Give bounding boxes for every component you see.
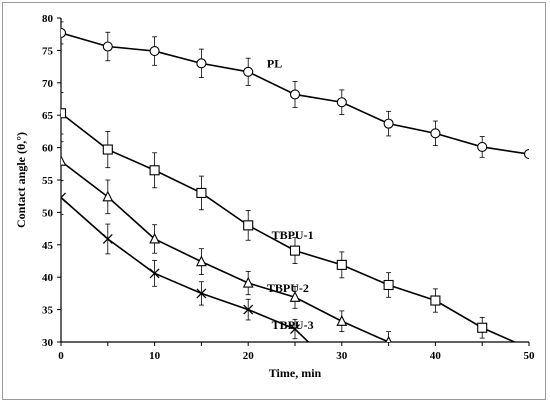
data-point bbox=[289, 245, 301, 256]
data-point-stroke bbox=[149, 268, 160, 279]
data-point-stroke bbox=[196, 288, 207, 299]
series-tbpu-2 bbox=[61, 141, 392, 342]
tick-labels: 30 35 40 45 50 55 60 65 70 75 80 0 10 20 30 40 50 bbox=[42, 13, 535, 362]
chart-frame bbox=[2, 2, 546, 400]
data-point bbox=[477, 141, 488, 153]
data-point bbox=[289, 89, 301, 100]
y-tick-label: 40 bbox=[42, 272, 54, 284]
y-tick-label: 60 bbox=[42, 143, 54, 155]
x-tick-label: 40 bbox=[430, 350, 442, 362]
data-point bbox=[290, 324, 300, 334]
y-tick-label: 75 bbox=[42, 45, 54, 57]
data-point bbox=[196, 58, 207, 69]
y-tick-label: 65 bbox=[42, 110, 54, 122]
data-point bbox=[243, 304, 254, 315]
data-point bbox=[430, 295, 441, 306]
data-point bbox=[242, 276, 254, 288]
series-line bbox=[61, 160, 391, 342]
data-point bbox=[383, 118, 394, 129]
data-point bbox=[523, 149, 529, 160]
plot-area bbox=[61, 21, 529, 379]
data-point bbox=[289, 291, 301, 302]
data-point bbox=[336, 315, 348, 326]
data-point-stroke bbox=[61, 196, 66, 203]
data-point-stroke bbox=[102, 234, 113, 244]
data-point-stroke bbox=[290, 324, 300, 334]
data-point bbox=[102, 234, 113, 244]
data-point bbox=[102, 144, 113, 155]
data-point bbox=[430, 128, 441, 139]
data-point-stroke bbox=[337, 370, 346, 379]
data-point bbox=[385, 335, 392, 342]
x-tick-label: 0 bbox=[58, 350, 64, 362]
series-label-tbpu-2: TBPU-2 bbox=[267, 281, 309, 295]
x-tick-label: 10 bbox=[149, 350, 161, 362]
data-point bbox=[383, 279, 394, 291]
data-point bbox=[243, 66, 254, 77]
y-axis-title: Contact angle (θ,°) bbox=[14, 132, 28, 228]
data-point bbox=[196, 187, 207, 199]
data-point bbox=[336, 259, 347, 270]
data-point bbox=[477, 322, 488, 333]
data-point bbox=[149, 232, 160, 244]
data-point-stroke bbox=[61, 192, 66, 199]
y-tick-label: 50 bbox=[42, 207, 54, 219]
data-point bbox=[102, 41, 113, 52]
data-point bbox=[337, 370, 346, 379]
data-point bbox=[61, 27, 67, 38]
data-point-stroke bbox=[337, 370, 346, 379]
series-label-tbpu-3: TBPU-3 bbox=[272, 318, 314, 332]
series-labels: PL TBPU-1 TBPU-2 TBPU-3 bbox=[267, 56, 314, 332]
y-tick-label: 35 bbox=[42, 305, 54, 317]
data-point bbox=[196, 255, 207, 267]
series-tbpu-1 bbox=[61, 92, 517, 342]
series-tbpu-3 bbox=[61, 180, 346, 379]
x-tick-label: 50 bbox=[524, 350, 536, 362]
data-point bbox=[149, 45, 160, 57]
series-label-pl: PL bbox=[267, 56, 282, 70]
data-point bbox=[149, 165, 160, 176]
y-tick-label: 70 bbox=[42, 78, 54, 90]
x-tick-label: 30 bbox=[336, 350, 348, 362]
data-point bbox=[196, 288, 207, 299]
series-pl bbox=[61, 21, 529, 160]
y-tick-label: 55 bbox=[42, 175, 54, 187]
x-tick-label: 20 bbox=[243, 350, 255, 362]
data-point bbox=[149, 268, 160, 279]
data-point bbox=[61, 192, 66, 203]
y-tick-label: 45 bbox=[42, 240, 54, 252]
data-point bbox=[243, 220, 254, 231]
series-label-tbpu-1: TBPU-1 bbox=[272, 228, 314, 242]
x-axis-title: Time, min bbox=[269, 366, 322, 380]
data-point-stroke bbox=[243, 304, 254, 315]
data-point bbox=[102, 190, 114, 202]
y-tick-label: 30 bbox=[42, 337, 54, 349]
data-point bbox=[336, 97, 347, 108]
y-tick-label: 80 bbox=[42, 13, 54, 25]
data-point bbox=[61, 154, 67, 166]
data-point bbox=[61, 108, 67, 119]
